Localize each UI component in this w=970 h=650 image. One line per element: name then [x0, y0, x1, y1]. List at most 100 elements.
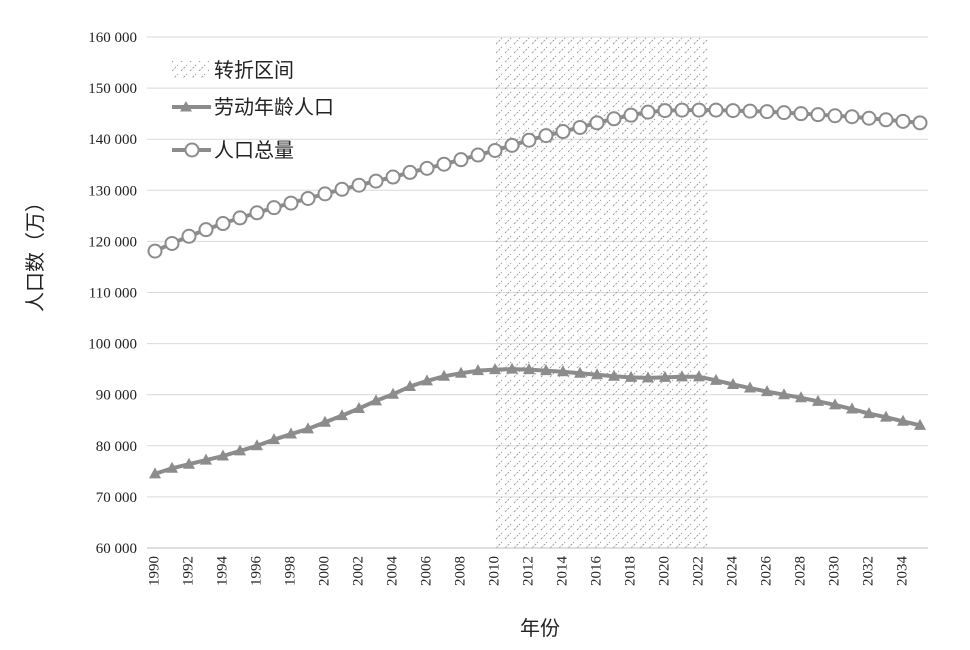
- working-age-point: [642, 371, 654, 383]
- working-age-point: [166, 461, 178, 473]
- total-population-point: [912, 115, 928, 131]
- total-population-point: [776, 105, 792, 121]
- working-age-point: [676, 370, 688, 382]
- total-population-point: [861, 110, 877, 126]
- x-tick-label: 2022: [690, 556, 706, 586]
- working-age-point: [489, 363, 501, 375]
- working-age-point: [370, 394, 382, 406]
- y-axis-title: 人口数（万）: [23, 192, 47, 312]
- working-age-point: [727, 377, 739, 389]
- x-tick-label: 2026: [758, 556, 774, 587]
- x-tick-label: 2018: [622, 556, 638, 586]
- total-population-point: [215, 216, 231, 232]
- x-tick-label: 1994: [214, 556, 230, 587]
- x-tick-label: 2034: [894, 556, 910, 587]
- y-tick-label: 110 000: [89, 286, 137, 302]
- x-tick-label: 1998: [282, 556, 298, 586]
- working-age-point: [863, 407, 875, 419]
- working-age-point: [557, 365, 569, 377]
- legend-triangle-marker: [180, 101, 192, 112]
- total-population-point: [470, 147, 486, 163]
- y-tick-label: 90 000: [96, 388, 137, 404]
- total-population-point: [334, 181, 350, 197]
- legend-label-working-age: 劳动年龄人口: [214, 95, 334, 119]
- total-population-point: [436, 156, 452, 172]
- total-population-point: [487, 142, 503, 158]
- total-population-point: [283, 195, 299, 211]
- total-population-point: [317, 186, 333, 202]
- total-population-point: [878, 112, 894, 128]
- total-population-point: [895, 113, 911, 129]
- y-tick-label: 100 000: [88, 337, 137, 353]
- working-age-point: [302, 422, 314, 434]
- working-age-point: [710, 373, 722, 385]
- y-tick-label: 60 000: [96, 541, 137, 557]
- working-age-point: [540, 364, 552, 376]
- total-population-point: [640, 104, 656, 120]
- legend-label-total: 人口总量: [214, 138, 294, 162]
- total-population-point: [657, 103, 673, 119]
- working-age-point: [761, 385, 773, 397]
- y-tick-label: 140 000: [88, 132, 137, 148]
- working-age-point: [200, 453, 212, 465]
- total-population-point: [606, 111, 622, 127]
- total-population-point: [793, 106, 809, 122]
- working-age-point: [353, 401, 365, 413]
- working-age-point: [149, 467, 161, 479]
- working-age-point: [795, 391, 807, 403]
- legend-circle-marker: [184, 142, 200, 158]
- total-population-point: [385, 169, 401, 185]
- x-tick-label: 2008: [452, 556, 468, 586]
- working-age-point: [608, 369, 620, 381]
- series-layer: [147, 102, 928, 479]
- working-age-point: [506, 362, 518, 374]
- y-tick-label: 160 000: [88, 30, 137, 46]
- x-tick-label: 2002: [350, 556, 366, 586]
- y-tick-label: 130 000: [88, 183, 137, 199]
- working-age-point: [387, 387, 399, 399]
- total-population-point: [827, 108, 843, 124]
- working-age-point: [234, 444, 246, 456]
- working-age-point: [829, 398, 841, 410]
- working-age-point: [268, 433, 280, 445]
- x-tick-label: 2004: [384, 556, 400, 587]
- x-axis-title: 年份: [520, 616, 560, 640]
- working-age-line: [154, 367, 921, 476]
- working-age-point: [914, 418, 926, 430]
- total-population-point: [266, 200, 282, 216]
- total-population-point: [164, 235, 180, 251]
- working-age-point: [812, 394, 824, 406]
- working-age-point: [880, 410, 892, 422]
- working-age-point: [251, 439, 263, 451]
- working-age-point: [625, 370, 637, 382]
- working-age-point: [897, 414, 909, 426]
- total-population-point: [351, 177, 367, 193]
- working-age-point: [523, 363, 535, 375]
- total-population-point: [572, 119, 588, 135]
- working-age-point: [404, 380, 416, 392]
- total-population-point: [538, 128, 554, 144]
- y-tick-label: 150 000: [88, 81, 137, 97]
- total-population-point: [300, 190, 316, 206]
- working-age-point: [455, 366, 467, 378]
- total-population-point: [810, 107, 826, 123]
- x-tick-label: 2032: [860, 556, 876, 586]
- x-tick-label: 2020: [656, 556, 672, 586]
- x-tick-label: 2006: [418, 556, 434, 587]
- total-population-point: [504, 137, 520, 153]
- total-population-point: [147, 243, 163, 259]
- x-tick-label: 1992: [180, 556, 196, 586]
- x-tick-label: 1996: [248, 556, 264, 587]
- working-age-point: [744, 381, 756, 393]
- working-age-point: [438, 369, 450, 381]
- total-population-point: [844, 109, 860, 125]
- x-tick-label: 2014: [554, 556, 570, 587]
- total-population-point: [181, 228, 197, 244]
- total-population-point: [249, 205, 265, 221]
- total-population-point: [742, 103, 758, 119]
- x-tick-label: 2000: [316, 556, 332, 586]
- total-population-point: [725, 103, 741, 119]
- total-population-point: [453, 152, 469, 168]
